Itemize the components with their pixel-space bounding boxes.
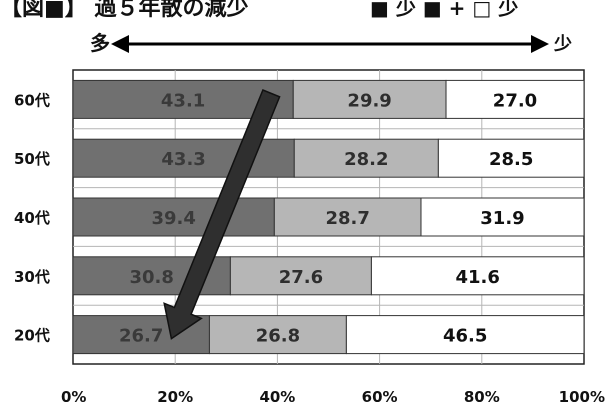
data-label: 46.5 [443,326,487,347]
trend-arrow-shape [163,89,281,340]
x-tick-label: 20% [157,388,193,406]
x-tick-label: 0% [61,388,86,406]
data-label: 27.0 [493,90,537,111]
data-label: 28.7 [325,208,369,229]
bar-segment [345,315,585,355]
bar-segment [445,79,585,119]
data-label: 30.8 [129,267,173,288]
data-label: 27.6 [279,267,323,288]
direction-right-label: 少 [553,34,572,55]
y-tick-label: 50代 [14,150,50,168]
chart-title: 【図■】 過５年散の減少 [0,0,249,21]
y-axis-labels: 60代 50代 40代 30代 20代 [14,91,50,344]
bar-segment [72,197,275,237]
bar-segment [273,197,422,237]
data-label: 28.2 [344,149,388,170]
x-tick-label: 40% [259,388,295,406]
direction-left-label: 多 [90,31,110,55]
bars: 43.1 29.9 27.0 43.3 28.2 28.5 39.4 28.7 31.9 30.8… [72,79,585,355]
bar-segment [370,256,585,296]
bar-segment [437,138,585,178]
x-tick-label: 100% [559,388,605,406]
data-label: 29.9 [347,90,391,111]
data-label: 26.8 [256,326,300,347]
legend-text: ■ 少 ■ + □ 少 [370,0,519,20]
data-label: 39.4 [151,208,195,229]
data-label: 43.3 [161,149,205,170]
y-tick-label: 40代 [14,209,50,227]
data-label: 26.7 [119,326,163,347]
trend-arrow [163,89,281,340]
data-label: 28.5 [489,149,533,170]
bar-segment [420,197,585,237]
data-label: 31.9 [480,208,524,229]
x-axis-labels: 0% 20% 40% 60% 80% 100% [61,388,605,406]
x-tick-label: 60% [362,388,398,406]
data-label: 43.1 [161,90,205,111]
data-label: 41.6 [456,267,500,288]
direction-arrow: 多 少 [90,31,572,55]
y-tick-label: 60代 [14,91,50,109]
x-tick-label: 80% [464,388,500,406]
y-tick-label: 30代 [14,268,50,286]
y-tick-label: 20代 [14,327,50,345]
